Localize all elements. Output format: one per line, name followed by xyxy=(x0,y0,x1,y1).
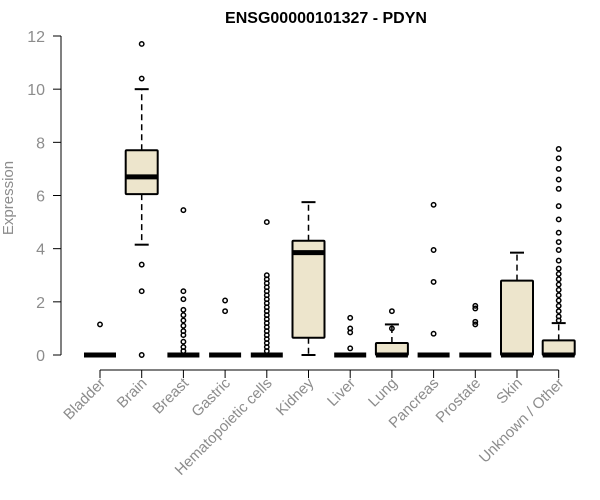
outlier-point xyxy=(472,318,479,325)
box-lung xyxy=(374,308,409,358)
x-tick-label-lung: Lung xyxy=(365,375,401,411)
outlier-point xyxy=(263,219,270,226)
outlier-point xyxy=(555,308,562,315)
y-axis-ticks: 0 2 4 6 8 10 12 xyxy=(27,29,61,365)
outlier-point xyxy=(180,296,187,303)
outlier-point xyxy=(555,185,562,192)
outlier-point xyxy=(180,207,187,214)
outlier-point xyxy=(555,317,562,324)
outlier-point xyxy=(555,276,562,283)
outlier-point xyxy=(180,322,187,329)
outlier-point xyxy=(138,41,145,47)
outlier-point xyxy=(555,297,562,304)
outlier-point xyxy=(222,308,229,315)
outlier-point xyxy=(222,297,229,304)
boxes-layer xyxy=(84,41,576,358)
box-pancreas xyxy=(417,201,450,358)
x-tick-label-brain: Brain xyxy=(114,375,151,412)
box-breast xyxy=(167,207,200,358)
y-tick-label: 0 xyxy=(36,348,45,365)
box-body xyxy=(124,149,159,196)
outlier-point xyxy=(347,345,354,352)
box-brain xyxy=(124,41,159,358)
outlier-point xyxy=(388,308,395,315)
y-tick-label: 4 xyxy=(36,242,45,259)
outlier-point xyxy=(555,203,562,210)
box-hematopoietic-cells xyxy=(250,219,283,358)
y-tick-label: 8 xyxy=(36,135,45,152)
x-tick-label-breast: Breast xyxy=(150,374,193,417)
box-unknown-other xyxy=(541,146,576,358)
box-bladder xyxy=(84,321,116,358)
outlier-point xyxy=(555,165,562,172)
box-skin xyxy=(500,251,534,358)
x-tick-label-kidney: Kidney xyxy=(273,374,318,419)
outlier-point xyxy=(555,286,562,293)
outlier-point xyxy=(180,317,187,324)
outlier-point xyxy=(555,247,562,253)
outlier-point xyxy=(555,239,562,245)
x-tick-label-skin: Skin xyxy=(493,375,526,408)
y-axis-label: Expression xyxy=(0,161,17,235)
outlier-point xyxy=(472,302,479,309)
outlier-point xyxy=(388,325,395,332)
outlier-point xyxy=(555,146,562,152)
outlier-point xyxy=(180,306,187,313)
outlier-point xyxy=(430,278,437,285)
outlier-point xyxy=(347,314,354,321)
outlier-point xyxy=(138,75,145,82)
outlier-point xyxy=(347,329,354,336)
y-tick-label: 10 xyxy=(27,82,45,99)
x-tick-label-prostate: Prostate xyxy=(433,375,485,427)
outlier-point xyxy=(430,247,437,253)
box-gastric xyxy=(209,297,242,358)
box-body xyxy=(291,239,326,339)
outlier-point xyxy=(555,265,562,272)
outlier-point xyxy=(180,288,187,295)
outlier-point xyxy=(138,261,145,268)
outlier-point xyxy=(472,321,479,328)
outlier-point xyxy=(555,216,562,223)
box-kidney xyxy=(291,201,326,356)
box-liver xyxy=(334,314,367,358)
outlier-point xyxy=(555,229,562,236)
y-tick-label: 6 xyxy=(36,189,45,206)
outlier-point xyxy=(97,321,103,328)
outlier-point xyxy=(180,332,187,339)
y-tick-label: 2 xyxy=(36,295,45,312)
x-tick-label-liver: Liver xyxy=(324,375,359,410)
outlier-point xyxy=(263,348,270,354)
outlier-point xyxy=(138,352,145,358)
outlier-point xyxy=(180,338,187,345)
outlier-point xyxy=(472,305,479,312)
box-body xyxy=(500,279,534,357)
outlier-point xyxy=(555,281,562,288)
outlier-point xyxy=(555,176,562,183)
outlier-point xyxy=(555,257,562,264)
outlier-point xyxy=(555,155,562,162)
x-tick-label-bladder: Bladder xyxy=(60,375,109,424)
chart-title: ENSG00000101327 - PDYN xyxy=(225,10,427,27)
box-prostate xyxy=(459,302,492,358)
outlier-point xyxy=(555,302,562,309)
outlier-point xyxy=(430,330,437,337)
y-tick-label: 12 xyxy=(27,29,45,46)
outlier-point xyxy=(555,270,562,277)
outlier-point xyxy=(180,312,187,319)
outlier-point xyxy=(180,348,187,354)
outlier-point xyxy=(138,288,145,295)
outlier-point xyxy=(430,201,437,208)
outlier-point xyxy=(555,292,562,299)
